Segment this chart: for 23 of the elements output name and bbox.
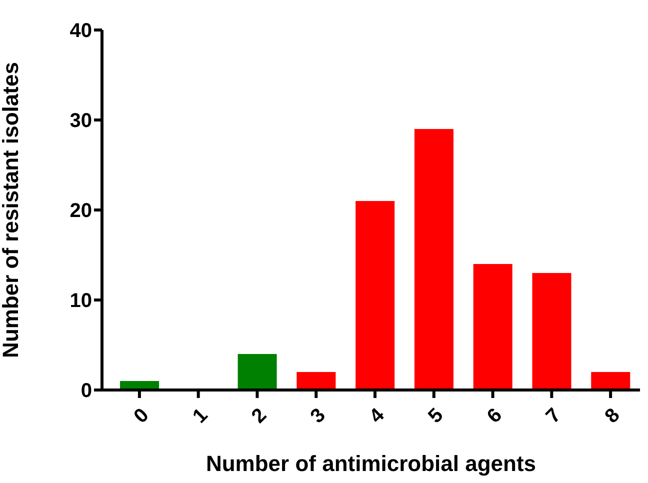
x-tick-label: 0: [130, 404, 154, 428]
bar: [238, 354, 277, 390]
x-tick-label: 8: [600, 404, 624, 428]
x-tick-label: 4: [365, 404, 390, 428]
bar: [356, 201, 395, 390]
y-tick-label: 20: [70, 200, 92, 222]
x-tick-label: 7: [542, 404, 566, 428]
x-tick-label: 5: [424, 404, 448, 428]
x-tick-label: 1: [188, 404, 212, 428]
bar: [532, 273, 572, 390]
y-tick-label: 10: [70, 290, 92, 312]
bar: [591, 372, 630, 390]
bar: [473, 264, 512, 390]
x-tick-label: 6: [483, 404, 507, 428]
bar: [414, 129, 454, 390]
y-tick-label: 30: [70, 110, 92, 132]
y-tick-label: 0: [80, 380, 92, 402]
x-tick-label: 3: [306, 404, 330, 428]
x-axis-title: Number of antimicrobial agents: [206, 451, 536, 476]
y-tick-label: 40: [70, 20, 92, 42]
bar: [296, 372, 336, 390]
y-axis-title: Number of resistant isolates: [0, 62, 23, 358]
x-tick-label: 2: [248, 404, 271, 428]
